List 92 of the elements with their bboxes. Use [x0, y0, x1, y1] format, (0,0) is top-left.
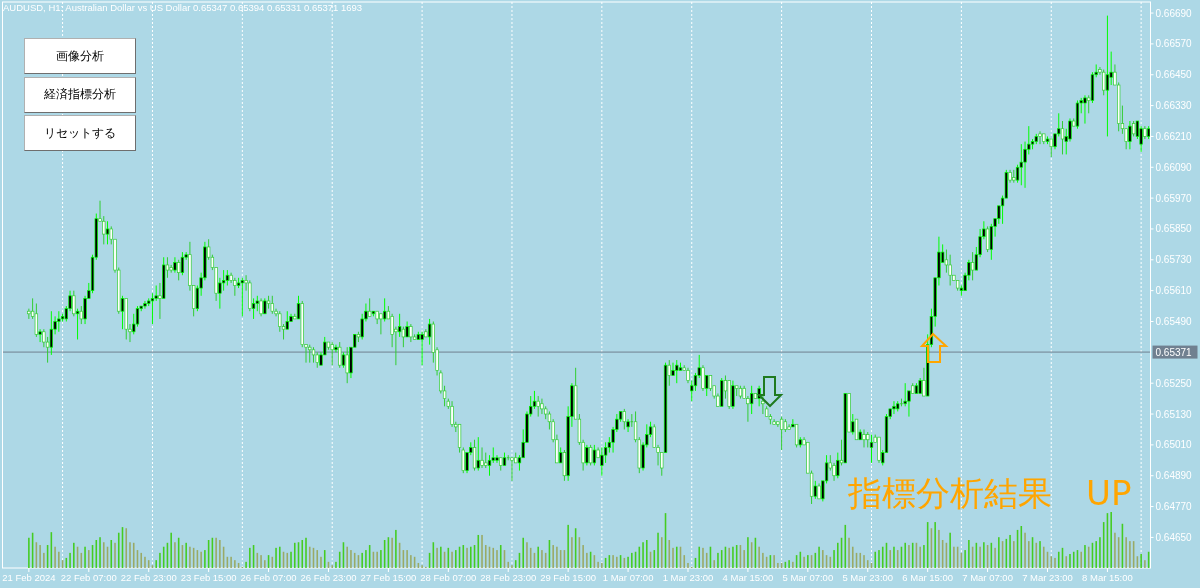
x-tick-label: 22 Feb 07:00: [60, 572, 117, 583]
candlestick: [948, 254, 952, 287]
candlestick: [72, 290, 76, 317]
x-tick-label: 28 Feb 07:00: [420, 572, 477, 583]
candlestick: [1128, 120, 1132, 150]
x-tick-label: 5 Mar 07:00: [782, 572, 834, 583]
candlestick: [495, 454, 499, 464]
x-tick-label: 1 Mar 23:00: [662, 572, 714, 583]
x-tick-label: 7 Mar 07:00: [962, 572, 1013, 583]
x-tick-label: 28 Feb 23:00: [480, 572, 537, 583]
y-tick-label: 0.65010: [1155, 439, 1192, 451]
y-tick-label: 0.66210: [1155, 130, 1192, 142]
x-tick-label: 5 Mar 23:00: [842, 572, 894, 583]
candlestick: [731, 380, 735, 410]
candlestick: [1060, 120, 1065, 155]
x-tick-label: 1 Mar 07:00: [602, 572, 654, 583]
candlestick: [57, 310, 61, 333]
candlestick: [173, 256, 177, 274]
candlestick: [397, 313, 402, 338]
y-tick-label: 0.64890: [1155, 470, 1192, 482]
candlestick: [420, 331, 424, 366]
button: 経済指標分析: [24, 76, 136, 113]
x-tick-label: 27 Feb 15:00: [360, 572, 417, 583]
candlestick: [877, 436, 881, 464]
candlestick: [600, 446, 604, 477]
x-tick-label: 7 Mar 23:00: [1022, 572, 1073, 583]
candlestick: [75, 308, 80, 340]
y-tick-label: 0.66090: [1155, 161, 1192, 173]
candlestick: [970, 251, 975, 281]
candlestick: [1102, 69, 1106, 96]
candlestick: [38, 328, 42, 343]
y-tick-label: 0.65850: [1155, 223, 1192, 235]
x-tick-label: 26 Feb 07:00: [240, 572, 297, 583]
candlestick: [836, 452, 840, 479]
candlestick: [1083, 94, 1087, 125]
candlestick: [667, 359, 671, 387]
candlestick: [791, 418, 795, 428]
x-tick-label: 26 Feb 23:00: [300, 572, 357, 583]
x-tick-label: 4 Mar 15:00: [722, 572, 774, 583]
candlestick: [334, 344, 338, 353]
annotation: 指標分析結果 UP: [848, 473, 1132, 513]
ref-line-label: 0.65371: [1155, 346, 1192, 358]
x-tick-label: 22 Feb 23:00: [120, 572, 177, 583]
candlestick: [177, 259, 181, 281]
y-tick-label: 0.65490: [1155, 316, 1192, 327]
candlestick: [985, 225, 990, 253]
candlestick: [851, 413, 855, 436]
candlestick: [626, 418, 630, 433]
y-tick-label: 0.66570: [1155, 38, 1192, 50]
candlestick: [476, 436, 480, 472]
title: AUDUSD, H1: Australian Dollar vs US Dollar 0.65347 0.65394 0.65331 0.65371 1693: [3, 2, 363, 13]
candlestick: [120, 295, 125, 330]
candlestick: [480, 446, 484, 469]
y-tick-label: 0.66330: [1155, 100, 1192, 112]
x-tick-label: 6 Mar 15:00: [902, 572, 953, 583]
y-tick-label: 0.65250: [1155, 377, 1192, 389]
y-tick-label: 0.65970: [1155, 192, 1192, 204]
y-tick-label: 0.66690: [1155, 7, 1192, 19]
candlestick: [143, 300, 147, 310]
x-tick-label: 23 Feb 15:00: [180, 572, 237, 583]
candlestick: [102, 215, 106, 245]
candlestick: [562, 449, 567, 482]
y-tick-label: 0.64770: [1155, 501, 1192, 513]
candlestick: [588, 444, 593, 466]
x-tick-label: 21 Feb 2024: [2, 572, 56, 583]
y-tick-label: 0.65610: [1155, 285, 1192, 297]
candlestick: [839, 439, 844, 466]
candlestick: [862, 428, 866, 448]
candlestick: [585, 444, 589, 466]
candlestick: [922, 367, 926, 397]
button: 画像分析: [24, 38, 136, 74]
candlestick: [450, 400, 454, 428]
y-tick-label: 0.65130: [1155, 408, 1192, 420]
y-tick-label: 0.65730: [1155, 254, 1192, 266]
x-tick-label: 29 Feb 15:00: [540, 572, 597, 583]
candlestick: [540, 398, 544, 415]
y-tick-label: 0.64650: [1155, 531, 1192, 543]
candlestick: [27, 308, 31, 320]
candlestick: [49, 310, 53, 356]
candlestick: [345, 346, 349, 384]
button: リセットする: [24, 115, 136, 151]
candlestick: [1105, 15, 1110, 137]
candlestick: [401, 326, 406, 348]
candlestick: [158, 282, 162, 320]
candlestick: [379, 313, 383, 335]
y-tick-label: 0.66450: [1155, 69, 1192, 81]
candlestick: [761, 395, 765, 415]
candlestick: [536, 395, 540, 418]
candlestick: [701, 364, 705, 392]
candlestick: [1038, 130, 1042, 145]
x-tick-label: 8 Mar 15:00: [1082, 572, 1133, 583]
candlestick: [892, 400, 896, 415]
